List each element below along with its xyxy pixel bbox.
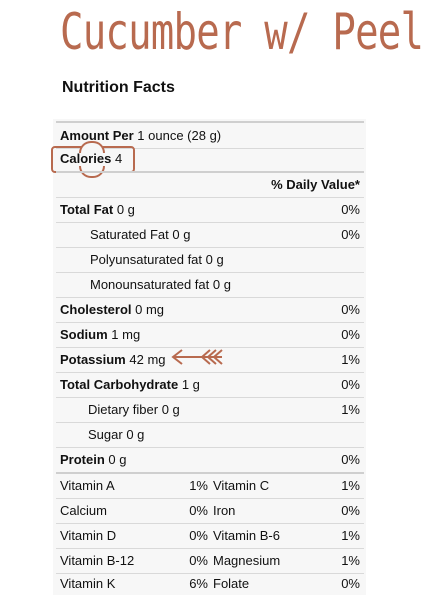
vitamin-right-pct: 1% <box>341 478 360 493</box>
page-title: Cucumber w/ Peel <box>60 3 424 61</box>
vitamin-right-pct: 0% <box>341 576 360 591</box>
nutrient-label: Sodium <box>60 327 108 342</box>
nutrient-row-total-carbohydrate: Total Carbohydrate 1 g 0% <box>56 372 364 398</box>
vitamin-right-name: Folate <box>213 576 250 591</box>
nutrient-row-saturated-fat: Saturated Fat 0 g 0% <box>56 222 364 248</box>
nutrient-label: Dietary fiber <box>88 402 159 417</box>
vitamin-right-name: Vitamin B-6 <box>213 528 280 543</box>
nutrient-label: Sugar <box>88 427 123 442</box>
nutrient-pct: 1% <box>341 352 360 367</box>
nutrient-amount: 1 g <box>181 377 200 392</box>
vitamin-right-name: Vitamin C <box>213 478 270 493</box>
nutrient-row-polyunsaturated-fat: Polyunsaturated fat 0 g <box>56 247 364 273</box>
nutrient-amount: 0 mg <box>135 302 165 317</box>
vitamin-right-pct: 0% <box>341 503 360 518</box>
vitamin-left-name: Vitamin B-12 <box>60 553 135 568</box>
nutrient-pct: 0% <box>341 227 360 242</box>
nutrient-row-sugar: Sugar 0 g <box>56 422 364 448</box>
nutrient-label: Polyunsaturated fat <box>90 252 203 267</box>
vitamin-right-pct: 1% <box>341 528 360 543</box>
nutrient-amount: 42 mg <box>129 352 166 367</box>
nutrient-label: Saturated Fat <box>90 227 169 242</box>
amount-per-value: 1 ounce (28 g) <box>137 128 222 143</box>
vitamin-right-name: Magnesium <box>213 553 281 568</box>
nutrient-row-cholesterol: Cholesterol 0 mg 0% <box>56 297 364 323</box>
nutrient-pct: 0% <box>341 327 360 342</box>
nutrient-amount: 0 g <box>161 402 180 417</box>
vitamin-left-pct: 0% <box>189 528 208 543</box>
vitamin-left-name: Vitamin D <box>60 528 117 543</box>
amount-per-row: Amount Per 1 ounce (28 g) <box>56 121 364 149</box>
vitamin-left-name: Vitamin K <box>60 576 116 591</box>
amount-per-label: Amount Per <box>60 128 134 143</box>
vitamin-left-name: Calcium <box>60 503 107 518</box>
vitamin-row: Vitamin D 0% Vitamin B-6 1% <box>56 523 364 549</box>
daily-value-header: % Daily Value* <box>271 177 360 192</box>
vitamin-row: Vitamin K 6% Folate 0% <box>56 571 364 596</box>
calories-text: Calories 4 <box>60 149 122 169</box>
arrow-left-icon <box>171 349 223 365</box>
vitamin-row: Vitamin A 1% Vitamin C 1% <box>56 473 364 499</box>
nutrient-row-sodium: Sodium 1 mg 0% <box>56 322 364 348</box>
nutrient-row-dietary-fiber: Dietary fiber 0 g 1% <box>56 397 364 423</box>
daily-value-header-row: % Daily Value* <box>56 172 364 198</box>
calories-value: 4 <box>114 151 123 166</box>
vitamin-row: Calcium 0% Iron 0% <box>56 498 364 524</box>
nutrient-label: Cholesterol <box>60 302 132 317</box>
nutrient-amount: 0 g <box>205 252 224 267</box>
nutrient-label: Total Fat <box>60 202 114 217</box>
vitamin-left-pct: 6% <box>189 576 208 591</box>
nutrient-label: Potassium <box>60 352 126 367</box>
nutrient-row-potassium: Potassium 42 mg 1% <box>56 347 364 373</box>
nutrient-amount: 0 g <box>126 427 145 442</box>
nutrient-pct: 0% <box>341 452 360 467</box>
calories-divider <box>56 171 364 173</box>
nutrient-label: Protein <box>60 452 105 467</box>
calories-label: Calories <box>60 151 112 166</box>
nutrient-amount: 0 g <box>172 227 191 242</box>
nutrient-label: Total Carbohydrate <box>60 377 179 392</box>
nutrient-row-protein: Protein 0 g 0% <box>56 447 364 474</box>
vitamin-left-pct: 0% <box>189 553 208 568</box>
nutrient-row-monounsaturated-fat: Monounsaturated fat 0 g <box>56 272 364 298</box>
nutrient-amount: 0 g <box>116 202 135 217</box>
nutrient-amount: 0 g <box>108 452 127 467</box>
vitamin-right-pct: 1% <box>341 553 360 568</box>
vitamin-row: Vitamin B-12 0% Magnesium 1% <box>56 548 364 574</box>
nutrient-pct: 1% <box>341 402 360 417</box>
vitamin-left-name: Vitamin A <box>60 478 115 493</box>
nutrient-amount: 1 mg <box>111 327 141 342</box>
nutrient-pct: 0% <box>341 377 360 392</box>
nutrient-amount: 0 g <box>212 277 231 292</box>
nutrient-row-total-fat: Total Fat 0 g 0% <box>56 197 364 223</box>
vitamin-left-pct: 1% <box>189 478 208 493</box>
nutrient-pct: 0% <box>341 202 360 217</box>
nutrition-facts-heading: Nutrition Facts <box>62 79 175 96</box>
nutrient-label: Monounsaturated fat <box>90 277 210 292</box>
vitamin-right-name: Iron <box>213 503 236 518</box>
vitamin-left-pct: 0% <box>189 503 208 518</box>
nutrient-pct: 0% <box>341 302 360 317</box>
